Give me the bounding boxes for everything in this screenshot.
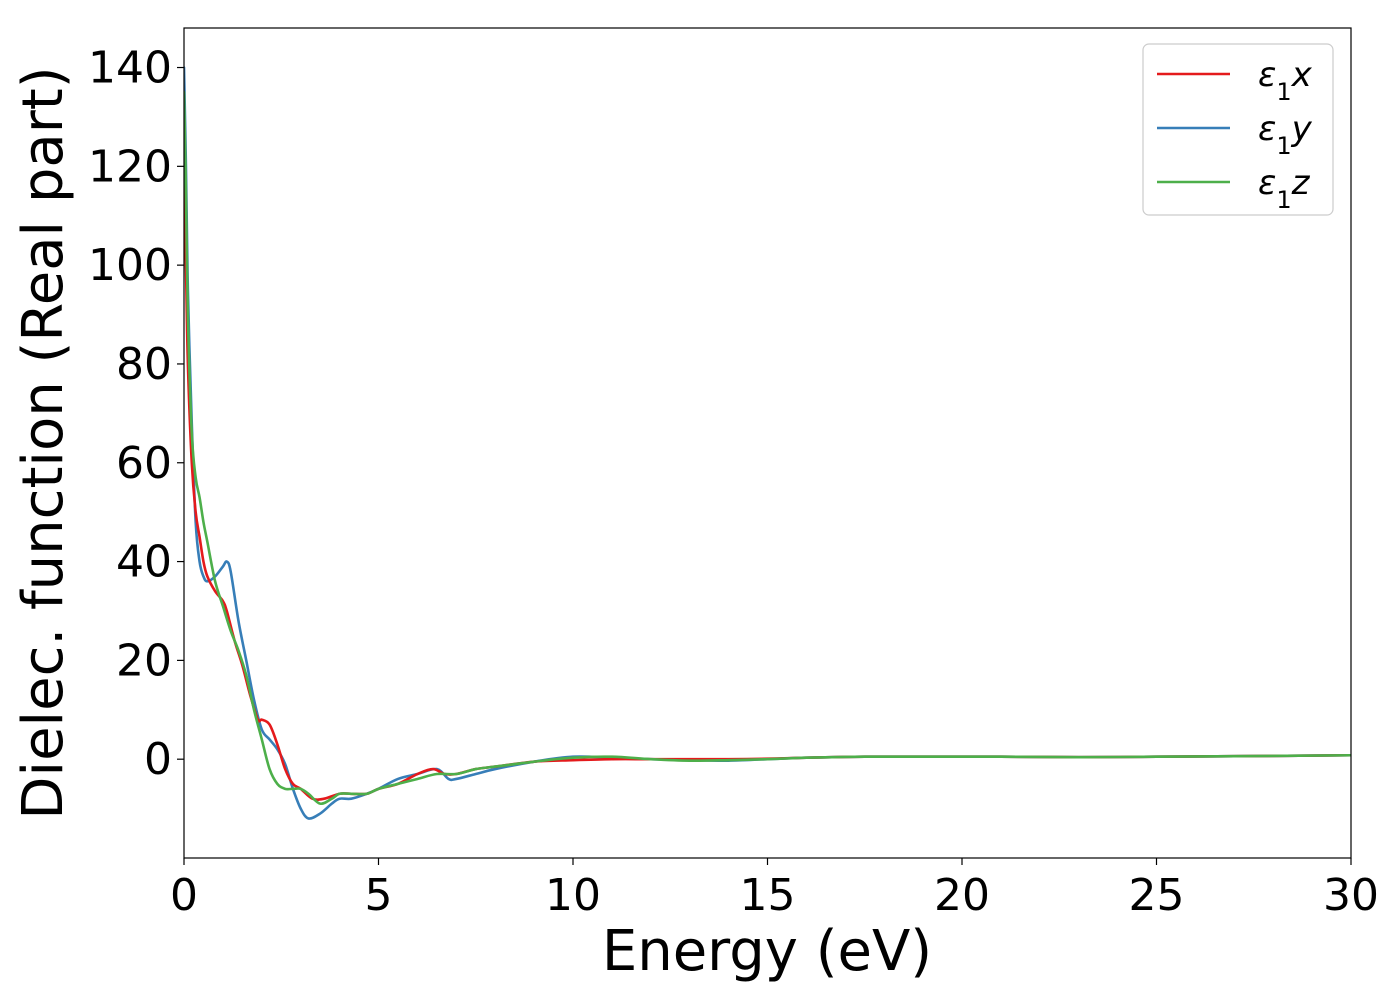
series-line-z bbox=[184, 90, 1351, 806]
x-tick-label: 0 bbox=[170, 870, 198, 921]
x-tick-label: 25 bbox=[1129, 870, 1185, 921]
y-tick-label: 40 bbox=[116, 537, 172, 588]
x-tick-label: 10 bbox=[545, 870, 601, 921]
y-tick-label: 0 bbox=[144, 734, 172, 785]
x-tick-label: 20 bbox=[934, 870, 990, 921]
y-axis: 0 20 40 60 80 100 120 140 bbox=[88, 43, 184, 785]
x-axis: 0 5 10 15 20 25 30 bbox=[170, 858, 1379, 921]
x-axis-title: Energy (eV) bbox=[602, 919, 932, 984]
y-tick-label: 20 bbox=[116, 635, 172, 686]
series-layer bbox=[184, 66, 1351, 820]
y-axis-title: Dielec. function (Real part) bbox=[11, 66, 76, 819]
x-tick-label: 5 bbox=[365, 870, 393, 921]
legend-label-x: ε1x bbox=[1258, 55, 1313, 106]
y-tick-label: 60 bbox=[116, 438, 172, 489]
legend-label-z: ε1z bbox=[1258, 163, 1311, 214]
x-tick-label: 30 bbox=[1323, 870, 1379, 921]
y-tick-label: 100 bbox=[88, 240, 172, 291]
x-tick-label: 15 bbox=[740, 870, 796, 921]
legend-label-y: ε1y bbox=[1258, 109, 1313, 160]
y-tick-label: 140 bbox=[88, 43, 172, 94]
y-tick-label: 80 bbox=[116, 339, 172, 390]
legend-box bbox=[1142, 43, 1334, 216]
y-tick-label: 120 bbox=[88, 141, 172, 192]
